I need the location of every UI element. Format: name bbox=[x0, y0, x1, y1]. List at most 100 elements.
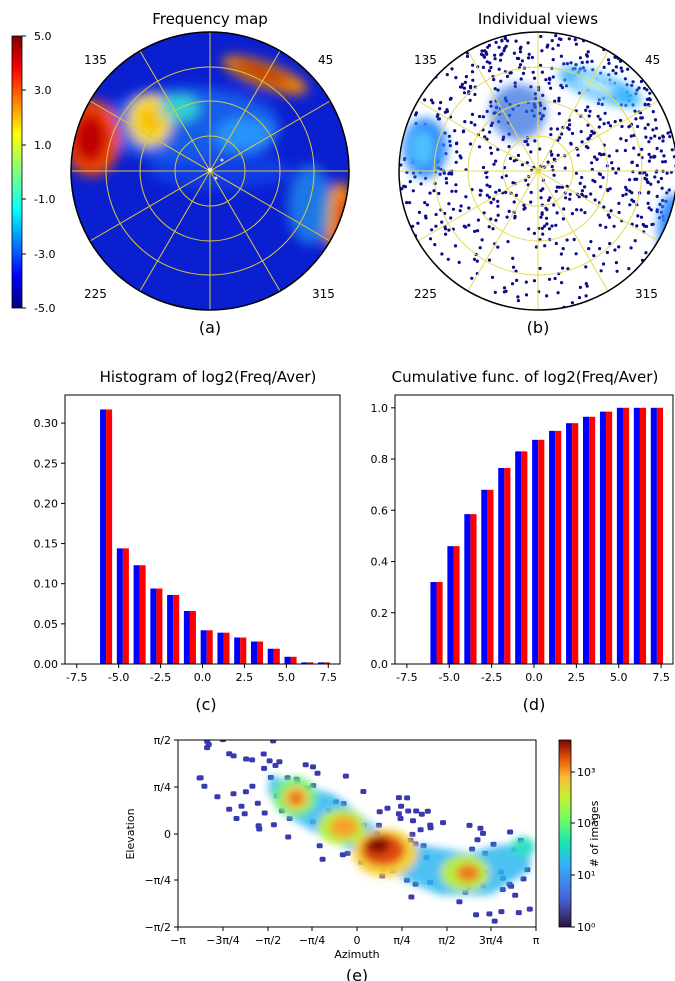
bar-red bbox=[189, 611, 196, 664]
bar-red bbox=[122, 548, 129, 664]
bar-red bbox=[290, 656, 297, 664]
bar-red bbox=[538, 439, 545, 664]
bar-blue bbox=[100, 409, 107, 664]
bar-blue bbox=[582, 416, 590, 664]
histogram-chart: -7.5 -5.0 -2.5 0.0 2.5 5.0 7.5 0.00 0.05 0.10 0.15… bbox=[34, 394, 341, 684]
colorbar-tick: 1.0 bbox=[34, 139, 52, 152]
x-tick-label: −3π/4 bbox=[206, 934, 240, 947]
quadrant-label-225: 225 bbox=[84, 287, 107, 301]
bar-red bbox=[206, 630, 213, 664]
bar-red bbox=[504, 468, 511, 664]
x-tick-label: 0.0 bbox=[525, 671, 543, 684]
bar-blue bbox=[498, 468, 505, 664]
bar-red bbox=[139, 565, 146, 664]
y-tick-label: 0.05 bbox=[34, 618, 59, 631]
hexbin-colorbar bbox=[558, 739, 572, 928]
x-tick-label: 7.5 bbox=[652, 671, 670, 684]
bar-blue bbox=[447, 546, 454, 664]
x-tick-label: -2.5 bbox=[481, 671, 502, 684]
bar-red bbox=[223, 632, 230, 664]
colorbar-tick: 10³ bbox=[577, 766, 595, 779]
bar-blue bbox=[616, 407, 623, 664]
bar-red bbox=[324, 662, 331, 664]
x-tick-label: -7.5 bbox=[396, 671, 417, 684]
panel-b-title: Individual views bbox=[477, 10, 599, 28]
x-tick-label: 0.0 bbox=[194, 671, 212, 684]
y-tick-label: 0.6 bbox=[371, 504, 389, 517]
bar-blue bbox=[217, 632, 224, 664]
panel-c-title: Histogram of log2(Freq/Aver) bbox=[99, 368, 317, 386]
bar-red bbox=[521, 451, 528, 664]
bar-blue bbox=[481, 489, 488, 664]
bar-red bbox=[106, 409, 113, 664]
bar-blue bbox=[301, 662, 308, 664]
panel-d-label: (d) bbox=[522, 695, 546, 714]
x-tick-label: π bbox=[533, 934, 540, 947]
bar-blue bbox=[200, 630, 207, 664]
bar-blue bbox=[430, 582, 437, 664]
bar-red bbox=[453, 546, 460, 664]
frequency-map-chart: 5.0 3.0 1.0 -1.0 -3.0 -5.0 bbox=[11, 30, 350, 312]
bar-blue bbox=[250, 641, 257, 664]
colorbar-tick: 5.0 bbox=[34, 30, 52, 43]
bar-blue bbox=[150, 588, 157, 664]
hexbin-colorbar-ticks: 10³ 10² 10¹ 10⁰ bbox=[571, 766, 596, 934]
colorbar-label: # of images bbox=[588, 800, 600, 867]
hexbin-y-ticks: π/2 π/4 0 −π/4 −π/2 bbox=[144, 735, 178, 934]
bar-blue bbox=[183, 611, 190, 664]
hexbin-chart: π/2 π/4 0 −π/4 −π/2 Elevation −π −3π/4 −… bbox=[124, 735, 600, 981]
colorbar-tick: 10¹ bbox=[577, 869, 595, 882]
bar-red bbox=[622, 407, 630, 664]
y-tick-label: 0.15 bbox=[34, 538, 59, 551]
x-tick-label: 5.0 bbox=[278, 671, 296, 684]
x-tick-label: −π/2 bbox=[255, 934, 282, 947]
x-tick-label: -2.5 bbox=[150, 671, 171, 684]
bar-red bbox=[572, 423, 579, 664]
y-tick-label: 0.0 bbox=[371, 658, 389, 671]
y-tick-label: π/2 bbox=[154, 735, 171, 747]
x-tick-label: -5.0 bbox=[439, 671, 460, 684]
bar-blue bbox=[318, 662, 325, 664]
bar-blue bbox=[234, 637, 241, 664]
bar-blue bbox=[284, 656, 291, 664]
y-tick-label: −π/4 bbox=[144, 874, 171, 887]
x-tick-label: 2.5 bbox=[236, 671, 254, 684]
hexbin-plot-area bbox=[178, 740, 536, 927]
cumulative-chart: -7.5 -5.0 -2.5 0.0 2.5 5.0 7.5 0.0 0.2 0.4 0.6 0.8 1… bbox=[371, 394, 674, 684]
y-tick-label: 0.4 bbox=[371, 556, 389, 569]
panel-b-label: (b) bbox=[526, 318, 550, 337]
bar-blue bbox=[549, 430, 556, 664]
polar-grid bbox=[399, 32, 675, 310]
quadrant-label-135: 135 bbox=[414, 53, 437, 67]
individual-views-disc bbox=[399, 32, 675, 310]
hexbin-x-ticks: −π −3π/4 −π/2 −π/4 0 π/4 π/2 3π/4 π bbox=[170, 927, 540, 947]
x-tick-label: 2.5 bbox=[568, 671, 586, 684]
colorbar-tick: 3.0 bbox=[34, 84, 52, 97]
x-tick-label: -5.0 bbox=[108, 671, 129, 684]
colorbar-tick: 10⁰ bbox=[577, 921, 596, 934]
bar-blue bbox=[599, 411, 607, 664]
bar-blue bbox=[566, 423, 573, 664]
panel-c-label: (c) bbox=[195, 695, 217, 714]
bar-blue bbox=[133, 565, 140, 664]
y-tick-label: 0.8 bbox=[371, 453, 389, 466]
y-tick-label: 0.2 bbox=[371, 607, 389, 620]
bar-red bbox=[555, 430, 562, 664]
x-axis-label: Azimuth bbox=[334, 948, 379, 961]
quadrant-label-315: 315 bbox=[312, 287, 335, 301]
bar-red bbox=[173, 594, 180, 664]
panel-d-title: Cumulative func. of log2(Freq/Aver) bbox=[391, 368, 659, 386]
colorbar-ticks: 5.0 3.0 1.0 -1.0 -3.0 -5.0 bbox=[22, 30, 55, 312]
bar-blue bbox=[167, 594, 174, 664]
colorbar-tick: 10² bbox=[577, 817, 595, 830]
x-tick-label: 7.5 bbox=[320, 671, 338, 684]
bar-red bbox=[156, 588, 163, 664]
bar-blue bbox=[116, 548, 123, 664]
quadrant-label-45: 45 bbox=[645, 53, 660, 67]
colorbar-tick: -5.0 bbox=[34, 302, 55, 312]
x-tick-label: -7.5 bbox=[66, 671, 87, 684]
quadrant-label-45: 45 bbox=[318, 53, 333, 67]
y-tick-label: 1.0 bbox=[371, 402, 389, 415]
bar-red bbox=[656, 407, 663, 664]
colorbar bbox=[11, 35, 23, 309]
